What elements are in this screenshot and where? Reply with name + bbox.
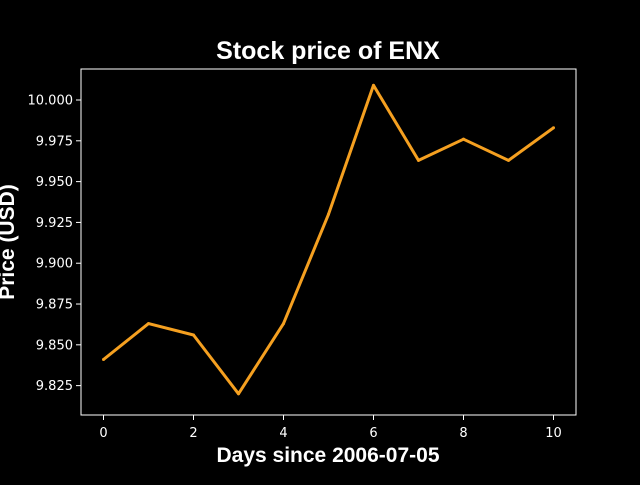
data-point	[237, 392, 240, 396]
y-tick-label: 9.950	[36, 175, 73, 190]
x-tick-label: 4	[279, 426, 287, 441]
x-axis-title: Days since 2006-07-05	[217, 444, 440, 467]
y-tick-label: 9.925	[36, 216, 73, 231]
y-tick-label: 9.850	[36, 338, 73, 353]
data-point	[372, 83, 375, 87]
data-point	[462, 137, 465, 141]
y-tick-label: 9.875	[36, 298, 73, 313]
data-point	[282, 322, 285, 326]
data-point	[507, 158, 510, 162]
series-layer	[102, 83, 555, 396]
data-point	[417, 158, 420, 162]
plot-area-frame	[80, 68, 577, 416]
x-tick-label: 10	[545, 426, 562, 441]
data-point	[102, 358, 105, 362]
y-axis-title: Price (USD)	[0, 184, 19, 300]
x-tick-label: 6	[369, 426, 377, 441]
data-point	[192, 333, 195, 337]
x-axis: 0 2 4 6 8 10	[99, 415, 562, 441]
y-tick-label: 9.900	[36, 257, 73, 272]
y-tick-label: 9.825	[36, 379, 73, 394]
x-tick-label: 0	[99, 426, 107, 441]
chart-title: Stock price of ENX	[216, 37, 440, 65]
y-axis: 9.825 9.850 9.875 9.900 9.925 9.950 9.975 10.00…	[28, 94, 81, 394]
y-tick-label: 10.000	[28, 94, 74, 109]
data-point	[147, 322, 150, 326]
data-point	[552, 126, 555, 130]
x-tick-label: 2	[189, 426, 197, 441]
data-point	[327, 212, 330, 216]
x-tick-label: 8	[459, 426, 467, 441]
y-tick-label: 9.975	[36, 134, 73, 149]
series-line-0	[102, 83, 555, 396]
